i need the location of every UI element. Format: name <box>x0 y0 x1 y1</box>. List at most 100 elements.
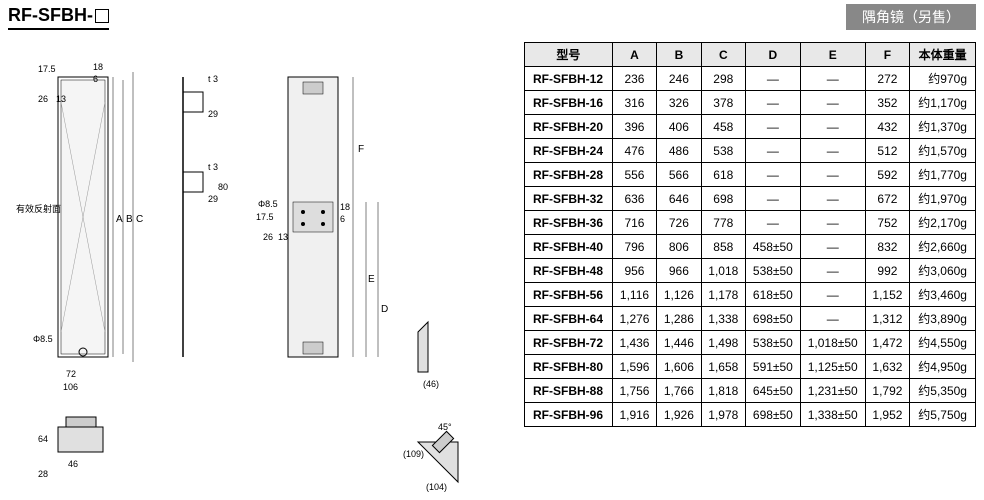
table-cell: 618±50 <box>746 283 801 307</box>
svg-text:C: C <box>136 214 143 225</box>
content-area: 有效反射面 17.5 18 6 26 13 A B C Φ8.5 72 106 … <box>0 34 984 500</box>
svg-text:6: 6 <box>340 214 345 224</box>
table-cell: — <box>746 211 801 235</box>
svg-text:D: D <box>381 304 388 315</box>
table-row: RF-SFBH-36716726778——752约2,170g <box>525 211 976 235</box>
table-cell: 378 <box>701 91 745 115</box>
table-cell: — <box>800 283 865 307</box>
table-cell: — <box>746 163 801 187</box>
product-title: RF-SFBH- <box>8 5 109 30</box>
table-row: RF-SFBH-20396406458——432约1,370g <box>525 115 976 139</box>
table-cell: 约1,370g <box>910 115 976 139</box>
table-cell: 432 <box>865 115 909 139</box>
table-cell: 566 <box>657 163 701 187</box>
svg-text:46: 46 <box>68 459 78 469</box>
table-cell: 645±50 <box>746 379 801 403</box>
table-cell: 1,126 <box>657 283 701 307</box>
table-cell: RF-SFBH-96 <box>525 403 613 427</box>
table-row: RF-SFBH-801,5961,6061,658591±501,125±501… <box>525 355 976 379</box>
spec-table-area: 型号ABCDEF本体重量 RF-SFBH-12236246298——272约97… <box>524 42 976 492</box>
table-cell: 698 <box>701 187 745 211</box>
svg-text:t 3: t 3 <box>208 162 218 172</box>
table-cell: 716 <box>612 211 656 235</box>
table-cell: — <box>800 91 865 115</box>
table-cell: 476 <box>612 139 656 163</box>
column-header: A <box>612 43 656 67</box>
table-cell: — <box>746 91 801 115</box>
column-header: C <box>701 43 745 67</box>
table-cell: — <box>746 115 801 139</box>
table-cell: — <box>800 307 865 331</box>
svg-text:13: 13 <box>56 94 66 104</box>
svg-text:Φ8.5: Φ8.5 <box>258 199 278 209</box>
title-prefix: RF-SFBH- <box>8 5 93 25</box>
table-cell: 1,436 <box>612 331 656 355</box>
table-cell: 458 <box>701 115 745 139</box>
table-cell: 236 <box>612 67 656 91</box>
reflective-label: 有效反射面 <box>16 203 61 214</box>
table-cell: 1,276 <box>612 307 656 331</box>
table-cell: 298 <box>701 67 745 91</box>
table-cell: RF-SFBH-88 <box>525 379 613 403</box>
column-header: B <box>657 43 701 67</box>
table-cell: 538 <box>701 139 745 163</box>
table-cell: 858 <box>701 235 745 259</box>
table-cell: 698±50 <box>746 403 801 427</box>
table-cell: 326 <box>657 91 701 115</box>
table-cell: 698±50 <box>746 307 801 331</box>
svg-text:6: 6 <box>93 74 98 84</box>
table-row: RF-SFBH-24476486538——512约1,570g <box>525 139 976 163</box>
table-cell: 1,632 <box>865 355 909 379</box>
table-cell: 约1,570g <box>910 139 976 163</box>
table-cell: 1,338 <box>701 307 745 331</box>
technical-diagram: 有效反射面 17.5 18 6 26 13 A B C Φ8.5 72 106 … <box>8 42 508 492</box>
table-header: 型号ABCDEF本体重量 <box>525 43 976 67</box>
table-cell: 592 <box>865 163 909 187</box>
table-cell: 1,472 <box>865 331 909 355</box>
table-cell: — <box>800 163 865 187</box>
table-cell: 672 <box>865 187 909 211</box>
table-cell: RF-SFBH-56 <box>525 283 613 307</box>
svg-text:64: 64 <box>38 434 48 444</box>
svg-text:29: 29 <box>208 194 218 204</box>
table-cell: — <box>746 187 801 211</box>
table-cell: 1,286 <box>657 307 701 331</box>
table-row: RF-SFBH-12236246298——272约970g <box>525 67 976 91</box>
svg-text:17.5: 17.5 <box>256 212 274 222</box>
table-cell: 752 <box>865 211 909 235</box>
table-cell: 966 <box>657 259 701 283</box>
table-row: RF-SFBH-28556566618——592约1,770g <box>525 163 976 187</box>
table-row: RF-SFBH-16316326378——352约1,170g <box>525 91 976 115</box>
table-cell: 832 <box>865 235 909 259</box>
table-row: RF-SFBH-40796806858458±50—832约2,660g <box>525 235 976 259</box>
table-cell: — <box>800 259 865 283</box>
table-row: RF-SFBH-881,7561,7661,818645±501,231±501… <box>525 379 976 403</box>
svg-text:A: A <box>116 214 123 225</box>
table-cell: — <box>800 139 865 163</box>
table-cell: — <box>800 187 865 211</box>
table-cell: 约5,750g <box>910 403 976 427</box>
table-cell: 538±50 <box>746 331 801 355</box>
svg-text:26: 26 <box>263 232 273 242</box>
placeholder-box-icon <box>95 9 109 23</box>
table-cell: 246 <box>657 67 701 91</box>
svg-text:18: 18 <box>340 202 350 212</box>
table-cell: RF-SFBH-16 <box>525 91 613 115</box>
table-cell: 约970g <box>910 67 976 91</box>
table-cell: RF-SFBH-32 <box>525 187 613 211</box>
spec-table: 型号ABCDEF本体重量 RF-SFBH-12236246298——272约97… <box>524 42 976 427</box>
table-cell: 1,658 <box>701 355 745 379</box>
table-row: RF-SFBH-641,2761,2861,338698±50—1,312约3,… <box>525 307 976 331</box>
svg-text:(109): (109) <box>403 449 424 459</box>
svg-text:Φ8.5: Φ8.5 <box>33 334 53 344</box>
table-cell: 956 <box>612 259 656 283</box>
table-cell: 512 <box>865 139 909 163</box>
svg-text:17.5: 17.5 <box>38 64 56 74</box>
table-cell: 591±50 <box>746 355 801 379</box>
table-cell: 486 <box>657 139 701 163</box>
table-cell: 约3,890g <box>910 307 976 331</box>
table-cell: 1,231±50 <box>800 379 865 403</box>
table-cell: RF-SFBH-36 <box>525 211 613 235</box>
column-header: F <box>865 43 909 67</box>
svg-text:B: B <box>126 214 133 225</box>
